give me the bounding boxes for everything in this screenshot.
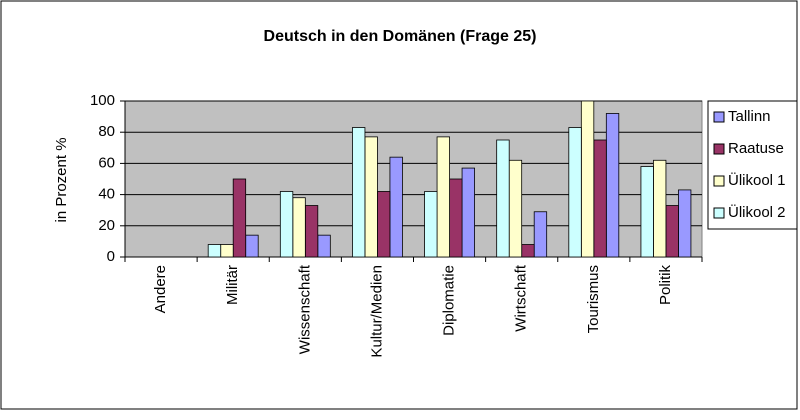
- bar: [593, 139, 607, 258]
- bar: [352, 127, 366, 258]
- legend-label: Ülikool 1: [728, 171, 786, 189]
- x-tick-label: Militär: [224, 265, 241, 305]
- legend-swatch: [713, 143, 725, 155]
- bar: [605, 113, 620, 258]
- legend-label: Raatuse: [728, 140, 784, 157]
- bar: [292, 197, 306, 258]
- x-tick-label: Wissenschaft: [296, 264, 313, 354]
- legend-swatch: [713, 111, 725, 123]
- bar: [678, 189, 692, 258]
- bar: [220, 244, 234, 258]
- legend-swatch: [713, 175, 725, 187]
- chart-title: Deutsch in den Domänen (Frage 25): [264, 28, 537, 45]
- bar: [279, 191, 294, 258]
- y-tick-label: 100: [90, 92, 115, 109]
- bar: [461, 167, 475, 258]
- bar: [640, 166, 654, 258]
- y-tick-label: 0: [107, 248, 115, 265]
- legend-swatch: [713, 207, 725, 219]
- x-tick-label: Politik: [657, 265, 674, 306]
- bar: [436, 136, 450, 258]
- bar: [245, 234, 259, 258]
- y-tick-label: 20: [98, 217, 115, 234]
- bar: [580, 100, 595, 258]
- bar: [207, 244, 222, 258]
- bar: [424, 191, 438, 258]
- x-tick-label: Diplomatie: [441, 265, 458, 336]
- bar: [521, 244, 535, 258]
- y-tick-label: 60: [98, 154, 115, 171]
- bar: [449, 178, 463, 258]
- y-tick-label: 80: [98, 123, 115, 140]
- legend-label: Tallinn: [728, 108, 771, 125]
- y-tick-label: 40: [98, 186, 115, 203]
- bar: [665, 205, 679, 258]
- bar: [304, 205, 319, 258]
- bar: [508, 159, 523, 258]
- bar: [364, 136, 378, 258]
- bar: [496, 139, 510, 258]
- y-axis-label: in Prozent %: [53, 137, 70, 222]
- x-tick-label: Tourismus: [585, 265, 602, 333]
- x-tick-label: Andere: [152, 265, 169, 313]
- bar: [317, 234, 331, 258]
- bar: [568, 127, 582, 258]
- bar: [377, 191, 391, 258]
- legend-label: Ülikool 2: [728, 203, 786, 221]
- bar: [653, 159, 667, 258]
- x-tick-label: Kultur/Medien: [368, 265, 385, 358]
- bar: [232, 178, 247, 258]
- bar: [389, 156, 403, 258]
- x-tick-label: Wirtschaft: [513, 264, 530, 332]
- bar: [533, 211, 548, 258]
